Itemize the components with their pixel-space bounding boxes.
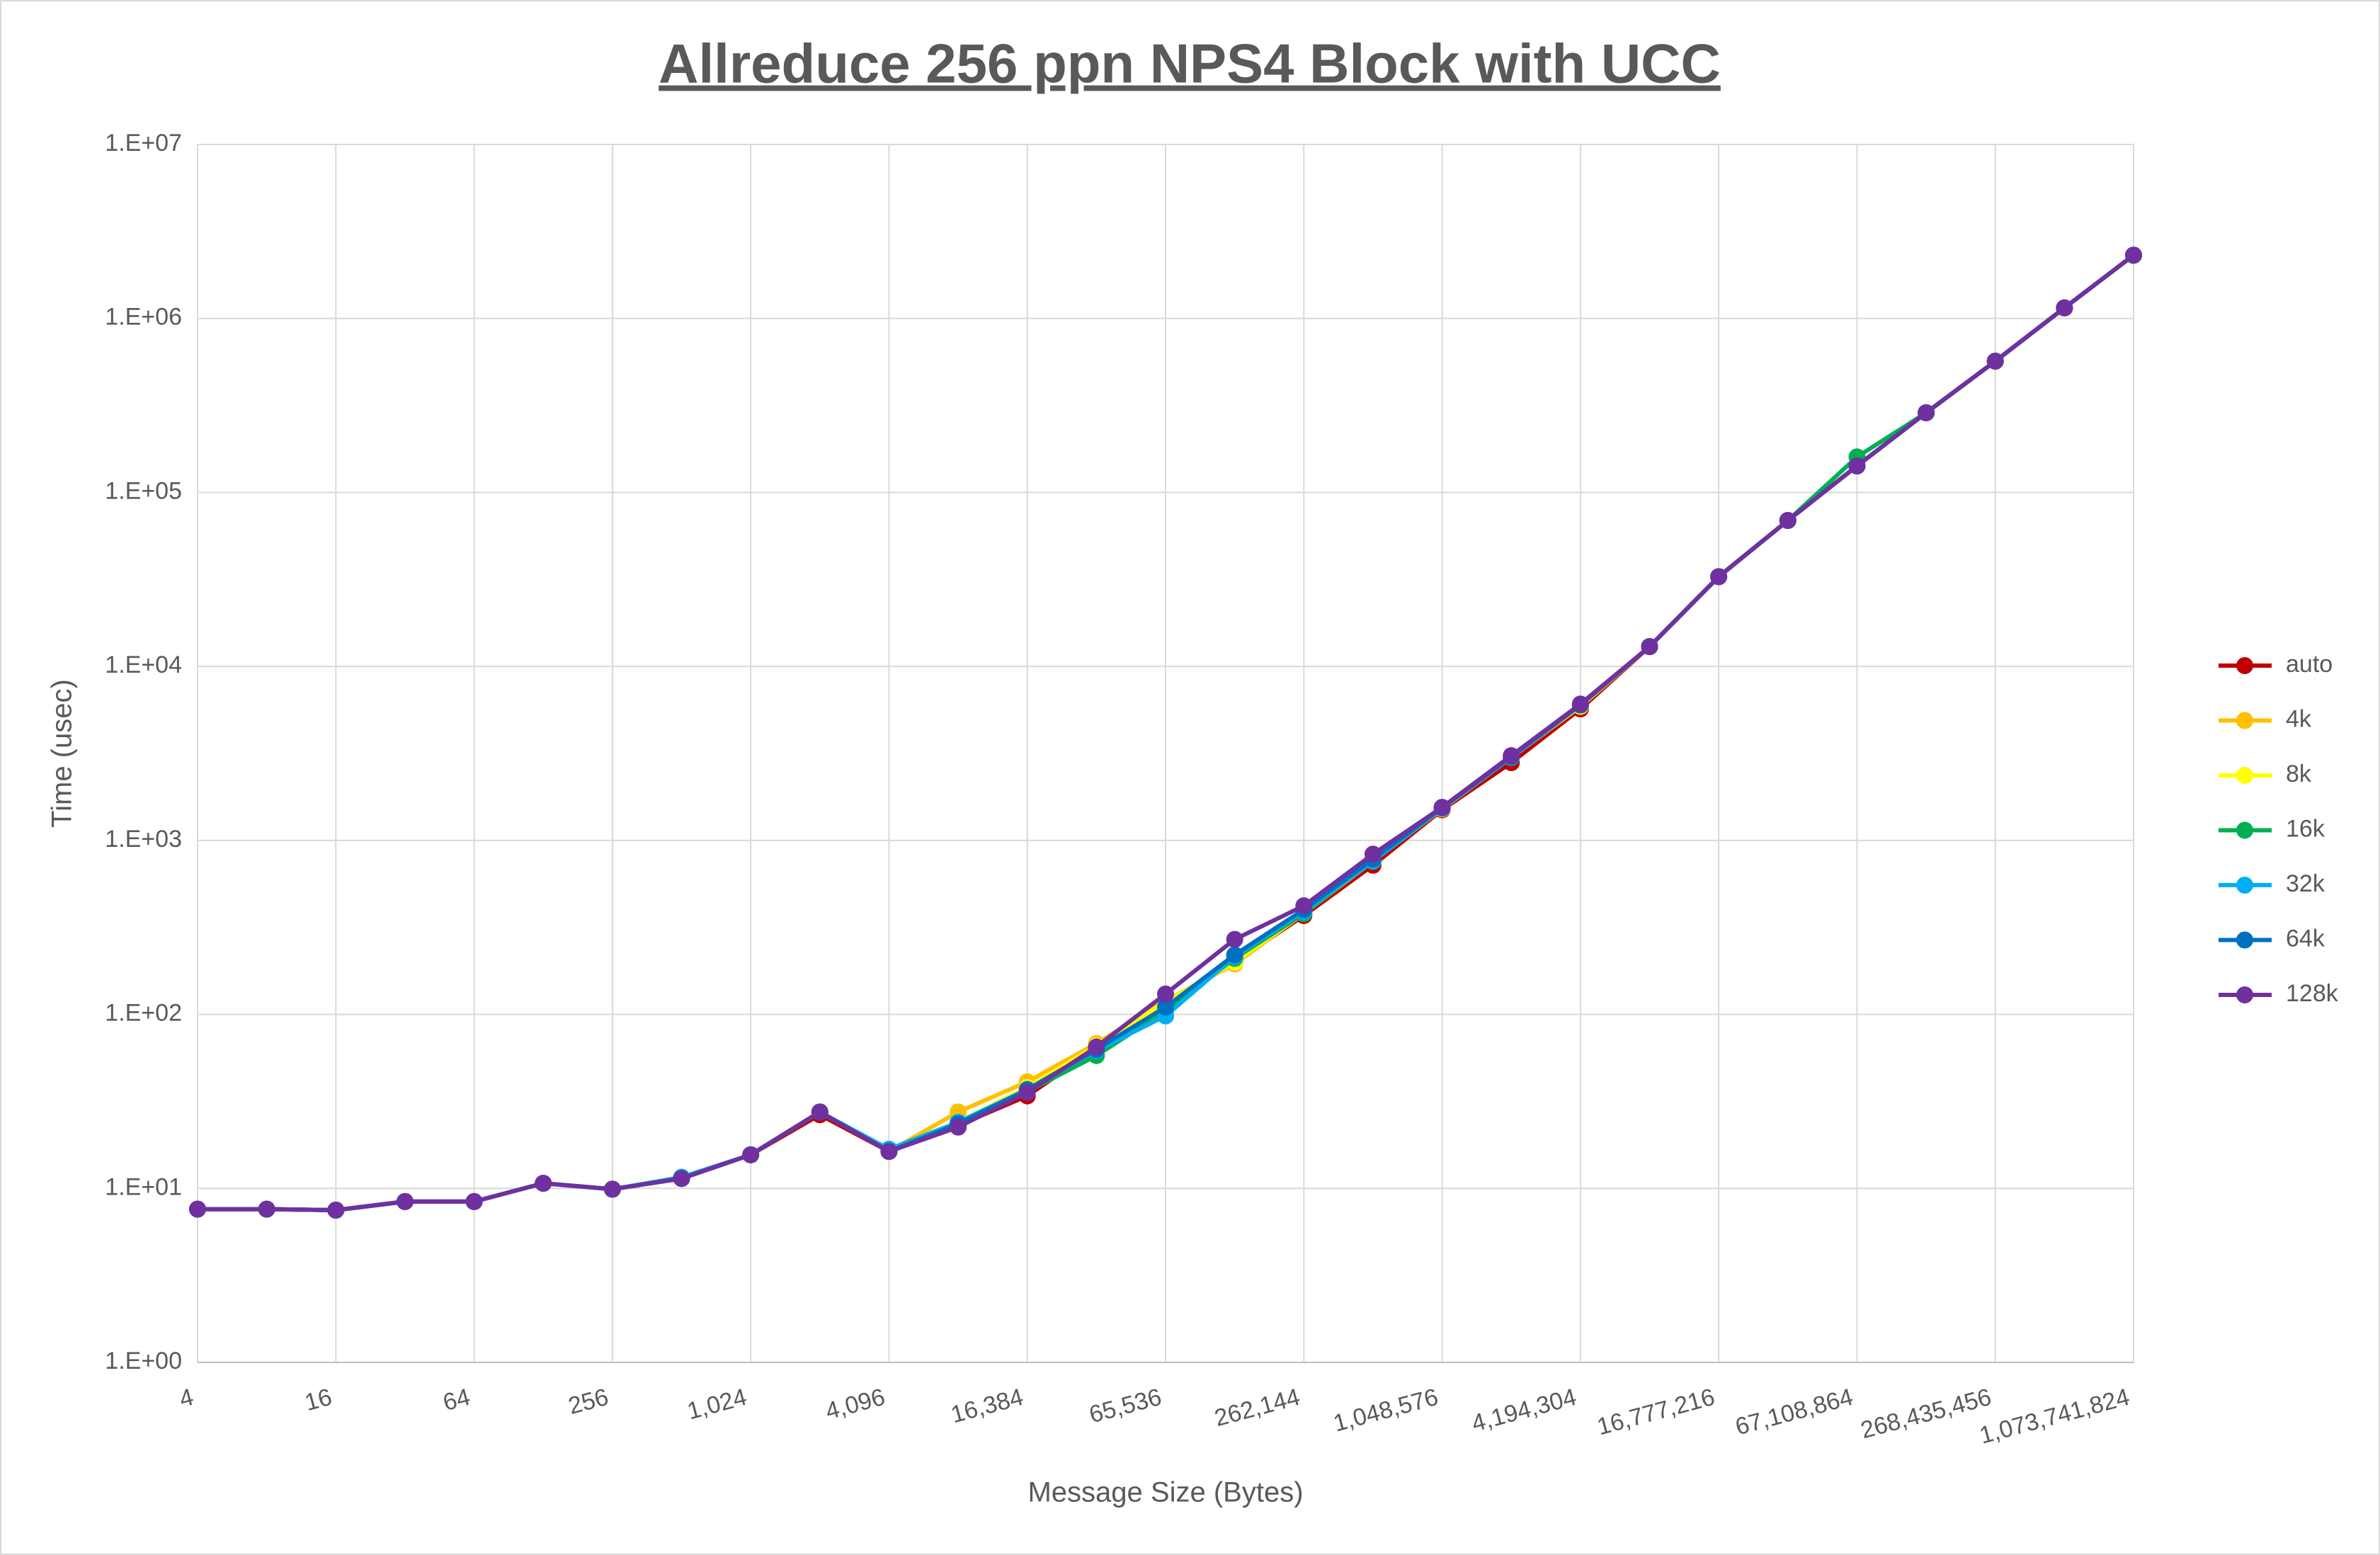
legend-label: 8k	[2286, 761, 2312, 787]
data-point	[1986, 353, 2004, 370]
legend-marker	[2236, 767, 2253, 784]
x-axis-title: Message Size (Bytes)	[1027, 1477, 1303, 1508]
legend-marker	[2236, 931, 2253, 949]
data-point	[1710, 568, 1728, 586]
y-axis-title: Time (usec)	[47, 679, 78, 828]
data-point	[1503, 747, 1520, 765]
data-point	[396, 1192, 414, 1210]
data-point	[811, 1103, 829, 1121]
legend-label: 16k	[2286, 815, 2325, 842]
data-point	[1018, 1083, 1036, 1101]
data-point	[189, 1200, 206, 1218]
y-tick-label: 1.E+01	[105, 1173, 182, 1200]
data-point	[1088, 1038, 1105, 1056]
legend-label: auto	[2286, 651, 2333, 678]
data-point	[1918, 404, 1935, 421]
legend-marker	[2236, 657, 2253, 674]
data-point	[603, 1180, 621, 1198]
legend-label: 32k	[2286, 870, 2325, 897]
y-tick-label: 1.E+00	[105, 1348, 182, 1374]
y-tick-label: 1.E+05	[105, 477, 182, 504]
chart-title: Allreduce 256 ppn NPS4 Block with UCC	[659, 33, 1721, 95]
data-point	[742, 1146, 760, 1163]
y-tick-label: 1.E+07	[105, 130, 182, 156]
legend-marker	[2236, 877, 2253, 894]
data-point	[1157, 985, 1174, 1003]
data-point	[1157, 998, 1174, 1016]
data-point	[535, 1175, 552, 1192]
data-point	[1295, 897, 1313, 915]
data-point	[1571, 695, 1589, 713]
data-point	[2125, 246, 2142, 264]
data-point	[1226, 930, 1243, 948]
data-point	[1226, 946, 1243, 964]
data-point	[950, 1118, 967, 1136]
data-point	[1848, 457, 1866, 475]
y-tick-label: 1.E+03	[105, 826, 182, 853]
legend-marker	[2236, 821, 2253, 839]
legend-marker	[2236, 712, 2253, 729]
data-point	[673, 1170, 690, 1187]
data-point	[880, 1143, 898, 1161]
data-point	[1641, 638, 1658, 656]
data-point	[1433, 799, 1451, 816]
data-point	[1779, 512, 1797, 530]
y-tick-label: 1.E+06	[105, 304, 182, 331]
legend-label: 4k	[2286, 705, 2312, 732]
legend-marker	[2236, 986, 2253, 1003]
data-point	[465, 1192, 483, 1210]
data-point	[1364, 845, 1382, 863]
data-point	[258, 1200, 275, 1218]
y-tick-label: 1.E+02	[105, 1000, 182, 1027]
legend-label: 128k	[2286, 980, 2339, 1007]
data-point	[2056, 299, 2073, 317]
legend-label: 64k	[2286, 925, 2325, 952]
data-point	[327, 1201, 345, 1219]
y-tick-label: 1.E+04	[105, 651, 182, 678]
